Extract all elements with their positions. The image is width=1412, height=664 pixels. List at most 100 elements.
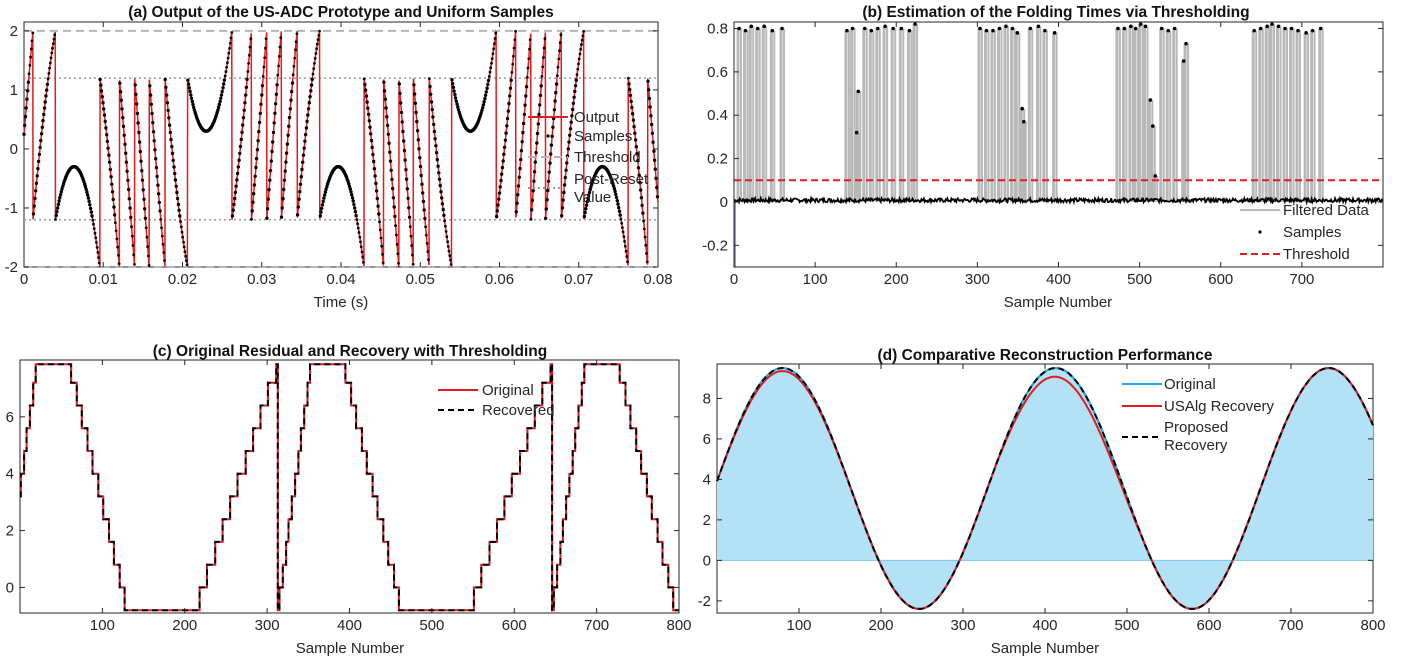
sample-point: [645, 260, 649, 264]
y-tick-label: 2: [703, 512, 711, 529]
sample-point: [436, 164, 440, 168]
x-tick-label: 200: [884, 271, 909, 288]
sample-point: [279, 215, 284, 219]
sample-point: [582, 30, 585, 33]
sample-point: [42, 112, 46, 117]
spike-sample: [1166, 28, 1171, 33]
sample-point: [229, 36, 233, 40]
panel-a-title: (a) Output of the US-ADC Prototype and U…: [128, 4, 553, 21]
sample-point: [406, 196, 410, 200]
sample-point: [277, 55, 281, 58]
sample-point: [124, 160, 129, 164]
sample-point: [516, 184, 521, 188]
sample-point: [280, 206, 284, 210]
sample-point: [29, 55, 32, 59]
sample-point: [132, 253, 136, 257]
sample-point: [374, 181, 378, 186]
sample-point: [434, 151, 439, 155]
sample-point: [160, 226, 163, 230]
sample-point: [252, 192, 256, 196]
sample-point: [155, 174, 159, 179]
sample-point: [482, 100, 486, 104]
sample-point: [165, 101, 170, 105]
sample-point: [228, 41, 232, 45]
x-tick-label: 300: [965, 271, 990, 288]
sample-point: [191, 102, 195, 107]
sample-point: [236, 165, 240, 169]
spike-sample: [845, 28, 849, 33]
sample-point: [568, 133, 572, 137]
sample-point: [297, 197, 301, 201]
sample-point: [278, 45, 282, 49]
legend-label-samples: Samples: [1283, 224, 1341, 241]
sample-point: [292, 64, 296, 68]
sample-point: [294, 48, 297, 52]
sample-point: [171, 158, 175, 162]
sample-point: [359, 240, 362, 244]
output-segment: [164, 79, 189, 267]
spike-sample: [978, 26, 982, 31]
sample-point: [405, 187, 409, 191]
spike-sample: [1270, 22, 1274, 26]
sample-point: [102, 113, 107, 117]
sample-point: [30, 39, 34, 43]
sample-point: [298, 190, 302, 194]
sample-point: [156, 183, 160, 187]
sample-point: [564, 168, 568, 172]
sample-point: [170, 151, 175, 156]
sample-point: [184, 254, 188, 258]
sample-point: [88, 206, 93, 211]
sample-point: [545, 198, 549, 202]
sample-point: [92, 227, 96, 231]
sample-point: [358, 235, 362, 239]
legend-label-filtered-data: Filtered Data: [1283, 202, 1370, 219]
sample-point: [186, 82, 191, 86]
sample-point: [137, 140, 142, 144]
sample-point: [177, 208, 181, 212]
sample-point: [409, 234, 413, 238]
sample-point: [571, 107, 575, 112]
sample-point: [125, 169, 129, 173]
spike-sample: [1116, 26, 1120, 31]
legend-label-threshold: Threshold: [574, 149, 641, 166]
sample-point: [252, 183, 257, 187]
sample-point: [86, 196, 91, 200]
sample-point: [629, 99, 633, 104]
sample-point: [498, 185, 502, 189]
sample-point: [146, 245, 150, 249]
sample-point: [541, 65, 545, 69]
sample-point: [300, 167, 304, 172]
sample-point: [578, 52, 582, 56]
proposed-recovery: [716, 366, 1374, 610]
sample-point: [368, 125, 372, 129]
sample-point: [31, 212, 36, 216]
sample-point: [313, 57, 317, 60]
sample-point: [480, 108, 484, 113]
sample-point: [39, 132, 44, 136]
y-tick-label: -2: [5, 259, 18, 276]
sample-point: [271, 140, 275, 144]
sample-point: [639, 196, 644, 200]
x-tick-label: 100: [803, 271, 828, 288]
sample-point: [113, 213, 117, 217]
legend-label-post-reset-line1: Post-Reset: [574, 171, 649, 188]
sample-point: [632, 124, 636, 129]
sample-point: [651, 140, 655, 144]
sample-point: [633, 131, 637, 135]
sample-point: [517, 175, 521, 179]
spike-sample: [1133, 26, 1138, 31]
sample-point: [238, 151, 242, 156]
sample-point: [126, 187, 131, 192]
sample-point: [348, 187, 352, 191]
sample-point: [107, 160, 112, 164]
sample-point: [490, 61, 493, 65]
x-tick-label: 0.02: [168, 271, 197, 288]
sample-point: [138, 149, 142, 154]
sample-point: [323, 190, 328, 194]
sample-point: [301, 160, 305, 164]
sample-point: [228, 46, 232, 50]
sample-point: [175, 196, 180, 201]
panel-a-legend: Output Samples Threshold Post-Reset Valu…: [528, 109, 649, 206]
sample-point: [276, 73, 280, 77]
sample-point: [301, 153, 306, 157]
